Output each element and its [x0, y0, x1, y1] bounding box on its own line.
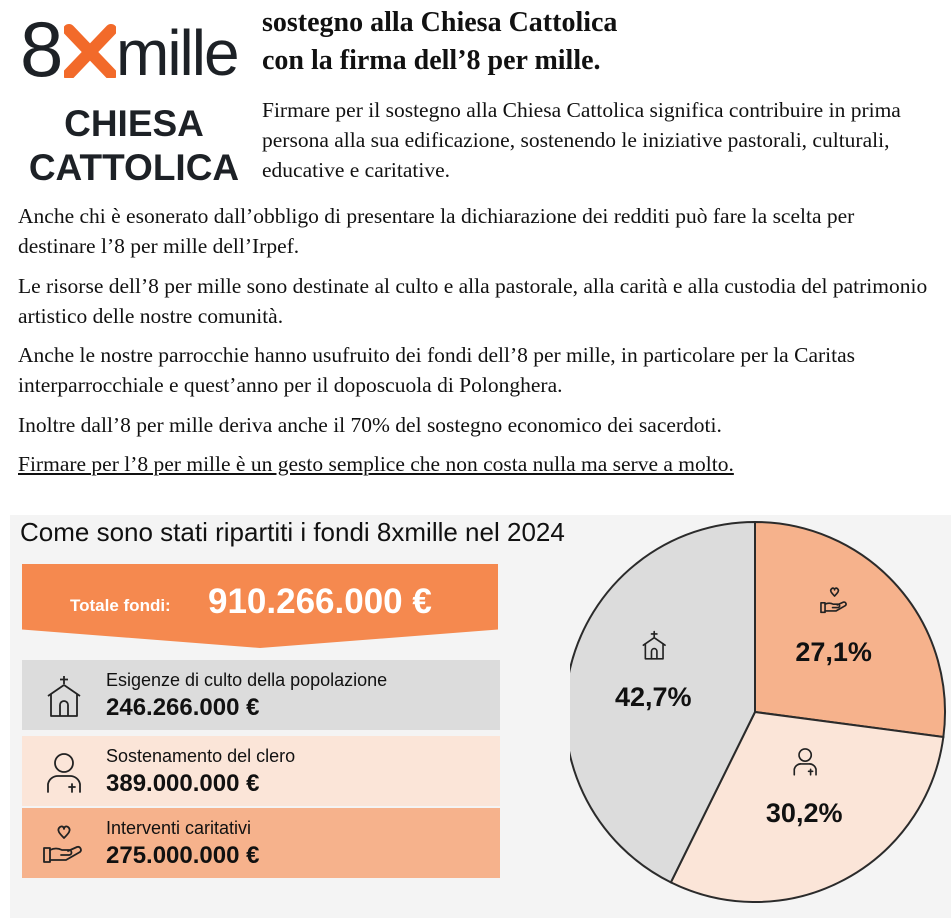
church-icon: [47, 676, 81, 717]
pie-slice-label: 27,1%: [795, 637, 872, 667]
pie-slice-label: 42,7%: [615, 682, 692, 712]
article-paragraph: Firmare per il sostegno alla Chiesa Catt…: [262, 98, 901, 182]
article-title-line-1: sostegno alla Chiesa Cattolica: [262, 7, 618, 38]
article-title: sostegno alla Chiesa Cattolica con la fi…: [262, 4, 942, 80]
total-funds-banner: Totale fondi: 910.266.000 €: [22, 564, 498, 648]
priest-icon: [793, 748, 817, 776]
category-name: Esigenze di culto della popolazione: [106, 670, 388, 690]
distribution-pie-chart: 27,1% 30,2% 42,7%: [570, 520, 946, 903]
category-clergy: Sostenamento del clero 389.000.000 €: [22, 736, 500, 806]
article-paragraph: Anche le nostre parrocchie hanno usufrui…: [18, 343, 855, 397]
total-funds-label: Totale fondi:: [70, 596, 171, 615]
article-paragraph: Inoltre dall’8 per mille deriva anche il…: [18, 413, 722, 437]
pie-slice: [669, 710, 945, 903]
category-value: 275.000.000 €: [106, 842, 260, 869]
category-name: Sostenamento del clero: [106, 746, 296, 766]
logo-x-mark-icon: [64, 24, 116, 78]
pie-slice: [754, 520, 946, 739]
article-paragraph: Anche chi è esonerato dall’obbligo di pr…: [18, 204, 855, 258]
article-title-line-2: con la firma dell’8 per mille.: [262, 45, 601, 76]
charity-hand-heart-icon: [820, 587, 847, 614]
logo-line-chiesa: CHIESA: [64, 103, 204, 144]
category-value: 389.000.000 €: [106, 770, 260, 797]
church-icon: [642, 630, 666, 660]
logo-line-cattolica: CATTOLICA: [28, 147, 240, 188]
funds-infographic: Come sono stati ripartiti i fondi 8xmill…: [10, 515, 951, 918]
category-charity: Interventi caritativi 275.000.000 €: [22, 808, 500, 878]
category-value: 246.266.000 €: [106, 694, 260, 721]
logo-digit: 8: [20, 5, 63, 93]
category-worship: Esigenze di culto della popolazione 246.…: [22, 660, 500, 730]
total-funds-value: 910.266.000 €: [208, 582, 432, 621]
pie-slice-label: 30,2%: [766, 798, 843, 828]
article-closing-statement: Firmare per l’8 per mille è un gesto sem…: [18, 452, 734, 476]
pie-slice: [570, 520, 756, 884]
charity-hand-heart-icon: [43, 825, 82, 863]
infographic-title: Come sono stati ripartiti i fondi 8xmill…: [20, 517, 565, 547]
article-paragraph: Le risorse dell’8 per mille sono destina…: [18, 274, 928, 328]
category-name: Interventi caritativi: [106, 818, 252, 838]
logo-word: mille: [116, 17, 240, 89]
8xmille-wordmark: 8 mille: [18, 5, 246, 93]
8xmille-chiesa-cattolica-logo: 8 mille CHIESA CATTOLICA: [18, 5, 246, 186]
priest-icon: [47, 753, 81, 793]
